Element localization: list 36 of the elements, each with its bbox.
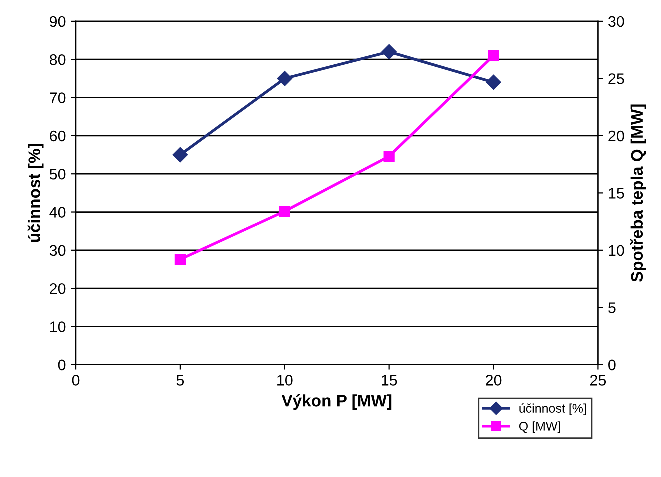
y2-tick-label: 30 — [608, 16, 624, 28]
point — [174, 254, 186, 266]
point — [382, 44, 397, 60]
y2-tick-label: 5 — [608, 302, 616, 314]
y2-tick-label: 20 — [608, 130, 624, 142]
y-tick-label: 80 — [50, 54, 66, 66]
y2-axis-title: Spotřeba tepla Q [MW] — [630, 104, 646, 282]
x-tick-label: 15 — [382, 375, 398, 386]
legend-label: Q [MW] — [519, 422, 560, 434]
y2-tick-label: 15 — [609, 188, 624, 199]
x-axis-title: Výkon P [MW] — [282, 394, 392, 410]
y2-tick-label: 10 — [609, 245, 624, 256]
y-axis-title: účinnost [%] — [28, 144, 44, 242]
y-tick-label: 70 — [50, 92, 66, 104]
point — [486, 74, 502, 90]
legend-label: účinnost [%] — [520, 404, 586, 416]
x-tick-label: 25 — [590, 375, 606, 386]
point — [488, 50, 500, 62]
x-tick-label: 10 — [278, 375, 293, 386]
y-tick-label: 60 — [50, 130, 66, 142]
point — [279, 206, 290, 218]
point — [172, 147, 188, 163]
y-tick-label: 0 — [58, 360, 66, 371]
y2-tick-label: 25 — [608, 74, 624, 84]
x-tick-label: 0 — [72, 375, 80, 386]
y-tick-label: 10 — [50, 322, 66, 332]
y-tick-label: 30 — [50, 245, 66, 256]
y-tick-label: 90 — [50, 16, 66, 28]
y-tick-label: 50 — [50, 168, 66, 180]
y-tick-label: 40 — [50, 207, 66, 218]
x-tick-label: 5 — [176, 375, 184, 386]
point — [277, 71, 292, 86]
y-tick-label: 20 — [50, 283, 66, 294]
y2-tick-label: 0 — [608, 360, 616, 371]
x-tick-label: 20 — [486, 375, 502, 386]
point — [384, 150, 395, 162]
